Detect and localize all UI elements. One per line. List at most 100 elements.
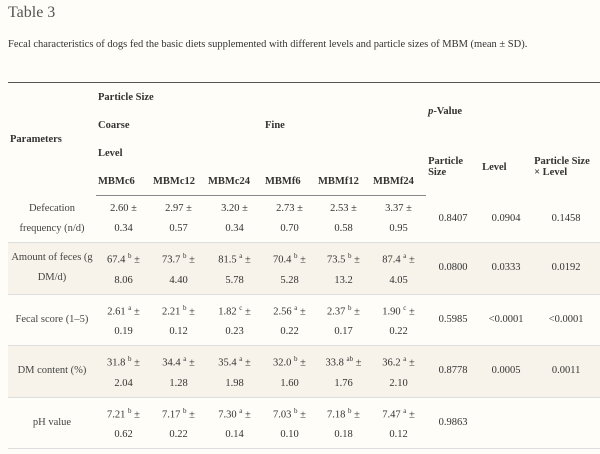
mean: 2.56 <box>273 306 292 317</box>
row-label: Amount of feces (g DM/d) <box>8 242 96 295</box>
superscript: a <box>183 355 187 363</box>
sd: 5.78 <box>225 274 244 286</box>
plus-minus: ± <box>406 203 412 214</box>
mean: 87.4 <box>382 254 401 266</box>
p-value: 0.5985 <box>426 294 481 346</box>
mean: 2.61 <box>107 306 126 317</box>
value-cell: 3.37 ±0.95 <box>371 195 427 243</box>
p-value: <0.0001 <box>480 294 533 346</box>
sd: 1.60 <box>280 377 299 389</box>
header-cell: Level <box>98 147 123 159</box>
plus-minus: ± <box>297 203 303 214</box>
table-row: pH value 7.21 b ±0.62 7.17 b ±0.22 7.30 a ±… <box>8 397 600 449</box>
plus-minus: ± <box>188 357 195 369</box>
group-header: MBMc6 <box>96 167 151 196</box>
row-label: Fecal score (1–5) <box>8 294 96 346</box>
superscript: a <box>128 303 132 312</box>
mean: 34.4 <box>162 357 181 369</box>
value-cell: 1.82 c ±0.23 <box>206 294 263 346</box>
sd: 0.34 <box>114 223 133 234</box>
mean: 73.5 <box>327 254 346 266</box>
mean: 32.0 <box>273 357 292 369</box>
value-cell: 2.73 ±0.70 <box>263 195 316 243</box>
mean: 1.90 <box>382 306 401 317</box>
value-cell: 7.03 b ±0.10 <box>263 397 316 449</box>
mean: 3.20 <box>221 203 240 214</box>
mean: 2.53 <box>330 203 349 214</box>
plus-minus: ± <box>409 254 415 266</box>
value-cell: 36.2 a ±2.10 <box>371 345 427 398</box>
superscript: b <box>294 355 298 363</box>
value-cell: 2.97 ±0.57 <box>151 195 206 243</box>
superscript: a <box>294 303 298 312</box>
mean: 7.17 <box>162 409 181 420</box>
superscript: b <box>348 406 352 415</box>
header-cell: Parameters <box>8 82 96 196</box>
plus-minus: ± <box>300 357 306 369</box>
header-text: p <box>428 105 434 117</box>
sd: 0.17 <box>334 326 353 337</box>
mean: 7.21 <box>107 409 126 420</box>
value-cell: 2.56 a ±0.22 <box>263 294 316 346</box>
plus-minus: ± <box>244 409 251 420</box>
header-cell: Fine <box>265 119 285 131</box>
value-cell: 87.4 a ±4.05 <box>371 242 427 295</box>
p-value: 0.0800 <box>426 242 481 295</box>
value-cell: 34.4 a ±1.28 <box>151 345 206 398</box>
value-cell: 67.4 b ±8.06 <box>96 242 151 295</box>
mean: 2.37 <box>327 306 346 317</box>
row-label: DM content (%) <box>8 345 96 398</box>
sd: 1.28 <box>169 377 188 389</box>
header-cell: Level <box>482 161 507 173</box>
sd: 0.12 <box>169 326 188 337</box>
sd: 0.58 <box>334 223 353 234</box>
mean: 35.4 <box>218 357 237 369</box>
superscript: a <box>403 355 407 363</box>
mean: 73.7 <box>162 254 181 266</box>
sd: 0.95 <box>389 223 408 234</box>
plus-minus: ± <box>354 306 360 317</box>
sd: 1.98 <box>225 377 244 389</box>
sd: 0.12 <box>389 429 408 440</box>
value-cell: 73.7 b ±4.40 <box>151 242 206 295</box>
sd: 0.22 <box>389 326 408 337</box>
superscript: c <box>239 303 243 312</box>
plus-minus: ± <box>244 357 251 369</box>
superscript: b <box>294 406 298 415</box>
p-value: 0.8778 <box>426 345 481 398</box>
mean: 2.97 <box>165 203 184 214</box>
plus-minus: ± <box>351 203 357 214</box>
superscript: b <box>294 252 298 260</box>
plus-minus: ± <box>189 306 195 317</box>
table-caption: Fecal characteristics of dogs fed the ba… <box>8 39 528 50</box>
group-header: MBMf24 <box>371 167 427 196</box>
plus-minus: ± <box>355 357 362 369</box>
plus-minus: ± <box>300 409 306 420</box>
mean: 7.47 <box>382 409 401 420</box>
plus-minus: ± <box>133 306 140 317</box>
superscript: a <box>239 406 243 415</box>
value-cell: 32.0 b ±1.60 <box>263 345 316 398</box>
row-label: pH value <box>8 397 96 449</box>
value-cell: 35.4 a ±1.98 <box>206 345 263 398</box>
superscript: a <box>403 406 407 415</box>
mean: 7.03 <box>273 409 292 420</box>
plus-minus: ± <box>409 306 415 317</box>
group-header: MBMc24 <box>206 167 263 196</box>
table-row: Fecal score (1–5) 2.61 a ±0.19 2.21 b ±0.1… <box>8 294 600 346</box>
mean: 2.21 <box>162 306 181 317</box>
plus-minus: ± <box>300 254 306 266</box>
superscript: a <box>403 252 407 260</box>
plus-minus: ± <box>189 254 195 266</box>
p-value: 0.0192 <box>532 242 600 295</box>
value-cell: 2.37 b ±0.17 <box>316 294 371 346</box>
sd: 0.14 <box>225 429 244 440</box>
group-header: MBMf6 <box>263 167 316 196</box>
sd: 0.23 <box>225 326 244 337</box>
plus-minus: ± <box>134 254 140 266</box>
superscript: b <box>183 406 187 415</box>
superscript: b <box>183 303 187 312</box>
value-cell: 81.5 a ±5.78 <box>206 242 263 295</box>
mean: 7.18 <box>327 409 346 420</box>
